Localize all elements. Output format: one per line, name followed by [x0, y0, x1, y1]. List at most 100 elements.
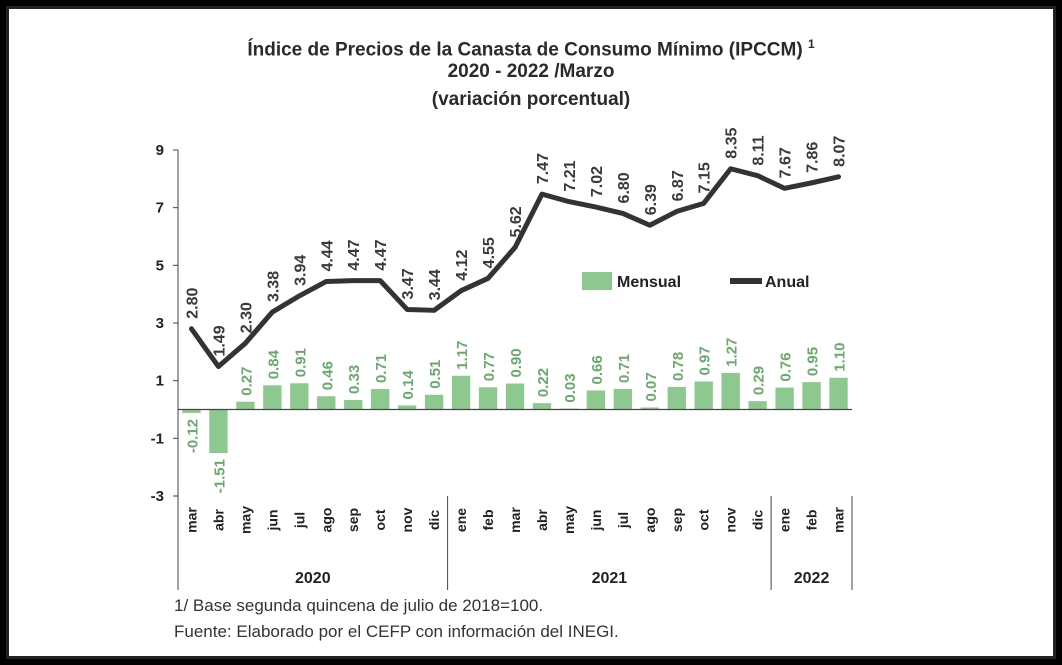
x-category-label: jun	[588, 510, 604, 532]
footnote-source: Fuente: Elaborado por el CEFP con inform…	[174, 622, 619, 641]
line-data-label: 7.15	[697, 162, 714, 193]
line-data-label: 7.47	[535, 153, 552, 184]
x-category-label: may	[237, 506, 253, 534]
bar-mensual	[344, 399, 363, 410]
bar-mensual	[532, 403, 552, 410]
bar-mensual	[236, 401, 255, 410]
line-data-label: 5.62	[508, 206, 525, 237]
line-data-label: 3.44	[427, 269, 444, 300]
y-tick-label: 3	[156, 315, 164, 332]
line-data-label: 4.12	[454, 249, 471, 280]
x-category-label: feb	[804, 510, 820, 531]
chart-frame	[6, 6, 1056, 659]
line-data-label: 8.11	[751, 135, 768, 165]
line-data-label: 6.80	[616, 172, 633, 203]
bar-data-label: 0.27	[238, 367, 255, 396]
bar-mensual	[290, 383, 309, 410]
x-category-label: oct	[696, 509, 712, 530]
chart-subtitle-units: (variación porcentual)	[431, 89, 631, 110]
line-data-label: 8.07	[832, 136, 849, 167]
bar-data-label: 0.90	[508, 348, 525, 377]
y-tick-label: 7	[156, 200, 164, 217]
bar-data-label: 1.10	[832, 343, 849, 372]
line-data-label: 3.38	[265, 271, 282, 302]
line-data-label: 2.30	[238, 302, 255, 333]
bar-mensual	[721, 372, 740, 410]
line-data-label: 7.86	[805, 142, 822, 173]
bar-data-label: 0.14	[400, 370, 417, 400]
bar-data-label: 0.76	[778, 352, 795, 381]
bar-mensual	[478, 387, 498, 410]
bar-mensual	[317, 396, 336, 410]
bar-mensual	[209, 409, 228, 454]
line-data-label: 3.47	[400, 268, 417, 299]
year-label: 2022	[794, 570, 830, 587]
bar-mensual	[371, 389, 390, 410]
bar-mensual	[640, 407, 659, 410]
bar-data-label: 0.77	[481, 352, 498, 381]
bar-data-label: 0.51	[427, 360, 444, 389]
bar-data-label: 0.84	[265, 349, 282, 379]
bar-data-label: 0.33	[346, 365, 363, 394]
legend-label-mensual: Mensual	[617, 274, 681, 291]
bar-data-label: -1.51	[211, 459, 228, 493]
bar-data-label: 0.71	[373, 354, 390, 383]
x-category-label: nov	[723, 507, 739, 532]
bar-data-label: 1.27	[724, 338, 741, 367]
bar-data-label: 0.71	[616, 354, 633, 383]
year-label: 2021	[592, 570, 628, 587]
bar-mensual	[263, 385, 282, 410]
x-category-label: dic	[426, 510, 442, 530]
bar-data-label: 1.17	[454, 341, 471, 370]
y-tick-label: 9	[156, 142, 164, 159]
bar-data-label: 0.22	[535, 368, 552, 397]
bar-mensual	[451, 375, 471, 410]
bar-data-label: 0.78	[670, 352, 687, 381]
line-data-label: 7.67	[778, 147, 795, 178]
bar-mensual	[424, 394, 444, 410]
bar-data-label: 0.29	[751, 366, 768, 395]
x-category-label: ago	[642, 508, 658, 533]
chart-subtitle: 2020 - 2022 /Marzo	[447, 61, 615, 82]
bar-mensual	[802, 382, 821, 410]
bar-data-label: 0.95	[805, 347, 822, 376]
x-category-label: sep	[345, 508, 361, 532]
x-category-label: abr	[210, 509, 226, 531]
legend-swatch-mensual	[582, 272, 612, 290]
bar-data-label: 0.91	[292, 348, 309, 377]
bar-data-label: 0.07	[643, 372, 660, 401]
line-data-label: 4.55	[481, 237, 498, 268]
year-label: 2020	[295, 570, 331, 587]
x-category-label: ene	[453, 508, 469, 532]
x-category-label: ene	[777, 508, 793, 532]
chart-title: Índice de Precios de la Canasta de Consu…	[247, 37, 815, 61]
bar-mensual	[505, 383, 525, 410]
line-data-label: 2.80	[184, 288, 201, 319]
bar-data-label: 0.97	[697, 346, 714, 375]
line-data-label: 7.02	[589, 166, 606, 197]
y-tick-label: 5	[156, 257, 164, 274]
line-data-label: 8.35	[724, 127, 741, 158]
line-data-label: 3.94	[292, 255, 309, 286]
x-category-label: mar	[183, 507, 199, 533]
x-category-label: ago	[318, 508, 334, 533]
bar-mensual	[182, 409, 201, 413]
line-anual	[188, 166, 842, 370]
x-category-label: sep	[669, 508, 685, 532]
x-category-label: jul	[291, 512, 307, 529]
line-data-label: 1.49	[211, 325, 228, 356]
x-category-label: dic	[750, 510, 766, 530]
bar-mensual	[748, 401, 767, 410]
x-category-label: mar	[507, 507, 523, 533]
line-data-label: 6.39	[643, 184, 660, 215]
x-category-label: oct	[372, 509, 388, 530]
line-data-label: 6.87	[670, 170, 687, 201]
y-tick-label: -3	[151, 488, 164, 505]
x-category-label: jun	[264, 510, 280, 532]
bar-mensual	[397, 405, 417, 410]
line-data-label: 4.47	[346, 239, 363, 270]
bar-data-label: -0.12	[184, 419, 201, 453]
bar-mensual	[667, 387, 686, 410]
bar-data-label: 0.03	[562, 373, 579, 402]
